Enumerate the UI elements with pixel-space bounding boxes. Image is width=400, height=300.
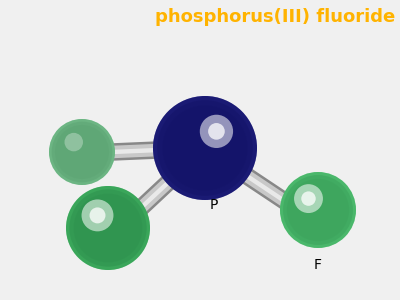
- Circle shape: [301, 191, 316, 206]
- Circle shape: [52, 122, 112, 182]
- Circle shape: [49, 119, 115, 185]
- Text: F: F: [314, 258, 322, 272]
- Circle shape: [55, 125, 109, 179]
- Circle shape: [287, 179, 349, 241]
- Circle shape: [64, 133, 83, 151]
- Text: phosphorus(III) fluoride: phosphorus(III) fluoride: [155, 8, 395, 26]
- Circle shape: [90, 207, 106, 224]
- Circle shape: [200, 115, 233, 148]
- Circle shape: [157, 100, 253, 196]
- Circle shape: [153, 96, 257, 200]
- Text: P: P: [210, 198, 218, 212]
- Circle shape: [69, 189, 147, 267]
- Circle shape: [74, 194, 142, 262]
- Circle shape: [162, 105, 248, 190]
- Circle shape: [283, 175, 353, 245]
- Circle shape: [280, 172, 356, 248]
- Circle shape: [49, 119, 115, 185]
- Circle shape: [280, 172, 356, 248]
- Circle shape: [153, 96, 257, 200]
- Circle shape: [294, 184, 323, 213]
- Circle shape: [66, 186, 150, 270]
- Circle shape: [66, 186, 150, 270]
- Circle shape: [208, 123, 225, 140]
- Circle shape: [82, 200, 114, 231]
